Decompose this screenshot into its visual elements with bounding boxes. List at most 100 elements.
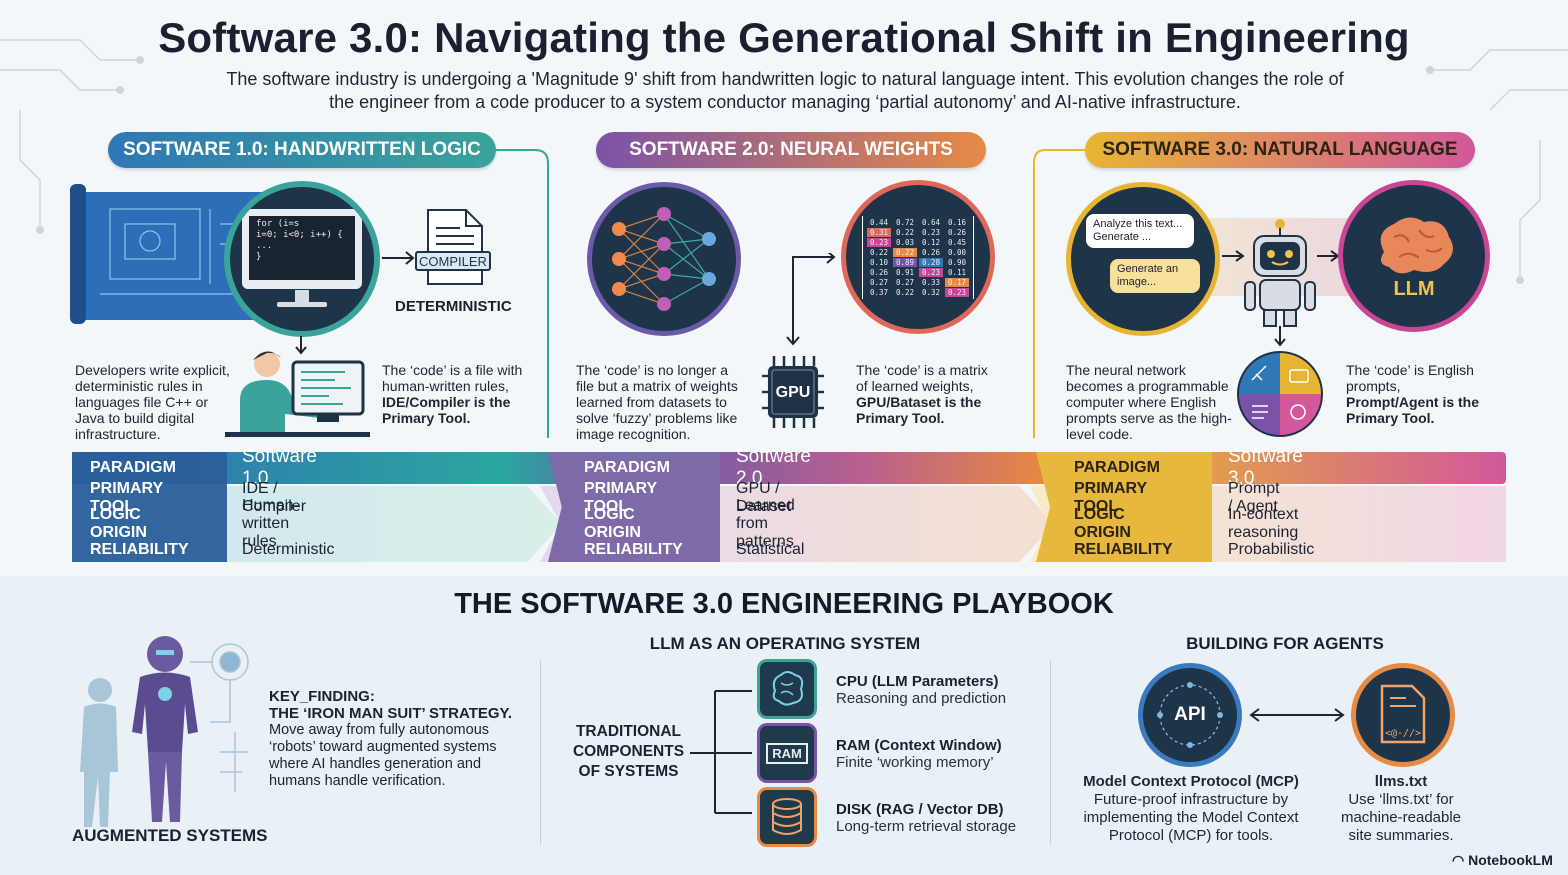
key-finding-block: KEY_FINDING: THE ‘IRON MAN SUIT’ STRATEG…: [269, 688, 519, 790]
database-icon: [772, 798, 802, 835]
developer-icon: [225, 351, 370, 437]
sw2-desc-right-text: The ‘code’ is a matrix of learned weight…: [856, 362, 988, 394]
matrix-cell: 0.22: [893, 247, 917, 257]
os-item-sub: Reasoning and prediction: [836, 690, 1007, 707]
llms-text: Use ‘llms.txt’ for machine-readable site…: [1340, 791, 1462, 844]
llms-title: llms.txt: [1374, 773, 1428, 790]
iron-man-suit-icon: [80, 636, 249, 827]
sw1-desc-right: The ‘code’ is a file with human-written …: [382, 362, 532, 426]
sw3-desc-right-bold: Prompt/Agent is the Primary Tool.: [1346, 394, 1480, 426]
sw3-pill: SOFTWARE 3.0: NATURAL LANGUAGE: [1085, 132, 1475, 168]
sw1-desc-right-text: The ‘code’ is a file with human-written …: [382, 362, 523, 394]
table-header-band: [72, 452, 1506, 484]
sw1-code-snippet: for (i=s i=0; i<0; i++) { ... }: [256, 219, 356, 263]
matrix-cell: 0.90: [947, 257, 967, 267]
table-value-cell: Probabilistic: [1228, 541, 1315, 558]
matrix-cell: 0.45: [947, 237, 967, 247]
strategy-text: Move away from fully autonomous ‘robots’…: [269, 722, 497, 789]
sw3-desc-left: The neural network becomes a programmabl…: [1066, 362, 1232, 442]
matrix-cell: 0.16: [947, 217, 967, 227]
agents-heading: BUILDING FOR AGENTS: [1186, 634, 1384, 653]
os-heading: LLM AS AN OPERATING SYSTEM: [649, 634, 921, 653]
brand: ◠ NotebookLM: [1452, 852, 1553, 869]
sw1-desc-left: Developers write explicit, deterministic…: [75, 362, 230, 442]
sw1-desc-right-bold: IDE/Compiler is the Primary Tool.: [382, 394, 511, 426]
arrow-right-icon: [382, 251, 415, 265]
os-item-title: CPU (LLM Parameters): [836, 673, 999, 690]
matrix-cell: 0.26: [921, 247, 941, 257]
ram-box-wrap: RAM: [757, 723, 817, 783]
table-key-cell: PARADIGM: [1074, 459, 1160, 476]
gpu-label: GPU: [775, 384, 811, 401]
matrix-cell: 0.22: [895, 287, 915, 297]
document-icon: [1380, 684, 1426, 744]
code-line: i=0; i<0; i++) {: [256, 230, 343, 240]
table-paradigm-cell: Software 3.0: [1228, 446, 1303, 489]
ram-icon: RAM: [766, 742, 808, 764]
augmented-label: AUGMENTED SYSTEMS: [72, 826, 268, 845]
matrix-cell: 0.32: [921, 287, 941, 297]
matrix-cell: 0.91: [895, 267, 915, 277]
os-item-sub: Finite ‘working memory’: [836, 754, 994, 771]
brand-icon: ◠: [1452, 852, 1469, 868]
mcp-title: Model Context Protocol (MCP): [1083, 773, 1299, 790]
double-arrow-icon: [1249, 708, 1345, 722]
os-item-title: DISK (RAG / Vector DB): [836, 801, 1004, 818]
os-item-disk: DISK (RAG / Vector DB) Long-term retriev…: [836, 801, 1016, 835]
matrix-cell: 0.31: [867, 227, 891, 237]
matrix-cell: 0.22: [869, 247, 889, 257]
matrix-cell: 0.33: [921, 277, 941, 287]
table-paradigm-cell: Software 2.0: [736, 446, 811, 489]
page-title: Software 3.0: Navigating the Generationa…: [158, 14, 1410, 61]
table-key-cell: LOGIC ORIGIN: [90, 506, 147, 541]
table-key-cell: RELIABILITY: [90, 541, 189, 558]
agent-tools-icon: [1237, 351, 1323, 437]
matrix-cell: 0.17: [945, 277, 969, 287]
matrix-cell: 0.22: [895, 227, 915, 237]
matrix-cell: 0.23: [919, 267, 943, 277]
matrix-cell: 0.26: [947, 227, 967, 237]
sw3-connector: [1033, 149, 1088, 438]
matrix-cell: 0.11: [947, 267, 967, 277]
matrix-cell: 0.89: [893, 257, 917, 267]
arrow-right-icon: [1222, 250, 1245, 262]
cpu-box: [757, 659, 817, 719]
matrix-cell: 0.10: [869, 257, 889, 267]
table-key-cell: LOGIC ORIGIN: [584, 506, 641, 541]
deterministic-label: DETERMINISTIC: [395, 298, 512, 315]
os-root-label: TRADITIONAL COMPONENTS OF SYSTEMS: [572, 723, 685, 780]
matrix-cell: 0.72: [895, 217, 915, 227]
llms-block: llms.txt Use ‘llms.txt’ for machine-read…: [1330, 773, 1472, 845]
api-label: API: [1174, 704, 1206, 725]
matrix-cell: 0.27: [895, 277, 915, 287]
neural-network-circle: [587, 182, 741, 336]
matrix-cell: 0.03: [895, 237, 915, 247]
matrix-cell: 0.27: [869, 277, 889, 287]
table-key-cell: PARADIGM: [584, 459, 670, 476]
matrix-cell: 0.23: [921, 227, 941, 237]
llm-brain-circle: LLM: [1338, 180, 1490, 332]
table-paradigm-cell: Software 1.0: [242, 446, 317, 489]
os-item-cpu: CPU (LLM Parameters) Reasoning and predi…: [836, 673, 1006, 707]
monitor-icon: [242, 209, 362, 307]
os-tree-lines: [690, 690, 752, 814]
llms-icon-text: <@-//>: [1384, 728, 1422, 739]
sw1-computer-circle: [224, 181, 380, 337]
table-key-cell: LOGIC ORIGIN: [1074, 506, 1131, 541]
matrix-cell: 0.26: [869, 267, 889, 277]
matrix-cell: 0.44: [869, 217, 889, 227]
ram-icon-label: RAM: [772, 745, 802, 761]
matrix-cell: 0.28: [919, 257, 943, 267]
divider: [1050, 660, 1051, 845]
table-value-cell: Statistical: [736, 541, 805, 558]
key-finding-label: KEY_FINDING:: [269, 688, 375, 705]
disk-box: [757, 787, 817, 847]
sw1-pill: SOFTWARE 1.0: HANDWRITTEN LOGIC: [108, 132, 496, 168]
keys-col-sw1: [72, 452, 227, 562]
api-circle: API: [1138, 663, 1242, 767]
table-value-cell: Learned from patterns: [736, 497, 795, 550]
sw1-pill-label: SOFTWARE 1.0: HANDWRITTEN LOGIC: [123, 139, 481, 160]
sw1-connector: [492, 149, 549, 438]
sw3-pill-label: SOFTWARE 3.0: NATURAL LANGUAGE: [1102, 139, 1458, 160]
sw3-desc-right-text: The ‘code’ is English prompts,: [1346, 362, 1474, 394]
